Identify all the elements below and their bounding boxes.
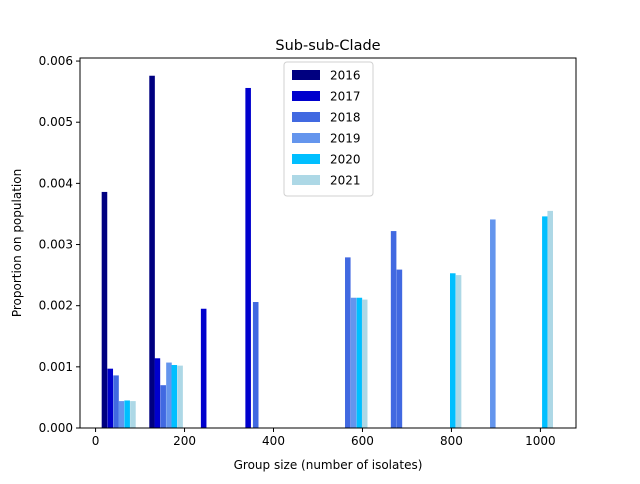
bar-2021-4 bbox=[547, 210, 553, 428]
y-axis: 0.000 0.001 0.002 0.003 0.004 0.005 0.006 bbox=[39, 54, 80, 435]
bar-2021-1 bbox=[177, 365, 183, 428]
legend-label-2020: 2020 bbox=[330, 153, 361, 167]
legend-label-2019: 2019 bbox=[330, 132, 361, 146]
chart-title: Sub-sub-Clade bbox=[275, 38, 380, 54]
legend-label-2021: 2021 bbox=[330, 174, 361, 188]
bar-2018-1 bbox=[160, 385, 166, 428]
y-tick-label: 0.003 bbox=[39, 238, 73, 252]
x-tick-label: 1000 bbox=[525, 434, 556, 448]
x-tick-label: 600 bbox=[351, 434, 374, 448]
bar-2018-5 bbox=[396, 269, 403, 428]
legend-swatch-2021 bbox=[292, 175, 320, 185]
y-tick-label: 0.000 bbox=[39, 421, 73, 435]
bar-2020-0 bbox=[124, 400, 130, 428]
bar-2017-1 bbox=[154, 358, 161, 428]
legend-swatch-2018 bbox=[292, 112, 320, 122]
bar-2020-3 bbox=[449, 273, 456, 428]
bar-2017-2 bbox=[200, 308, 207, 428]
y-tick-label: 0.001 bbox=[39, 360, 73, 374]
legend-label-2017: 2017 bbox=[330, 90, 361, 104]
y-tick-label: 0.005 bbox=[39, 115, 73, 129]
legend-swatch-2016 bbox=[292, 70, 320, 80]
y-tick-label: 0.004 bbox=[39, 176, 73, 190]
bar-2021-0 bbox=[130, 401, 136, 428]
bar-2019-0 bbox=[118, 401, 125, 428]
bar-2021-2 bbox=[361, 299, 368, 428]
bar-2021-3 bbox=[455, 275, 462, 428]
x-tick-label: 200 bbox=[173, 434, 196, 448]
bar-2019-3 bbox=[490, 219, 496, 428]
x-tick-label: 800 bbox=[440, 434, 463, 448]
plot-frame bbox=[79, 57, 577, 429]
legend-swatch-2017 bbox=[292, 91, 320, 101]
legend-label-2016: 2016 bbox=[330, 69, 361, 83]
legend-swatch-2019 bbox=[292, 133, 320, 143]
bar-2017-3 bbox=[245, 87, 251, 428]
bar-2019-2 bbox=[350, 297, 357, 428]
y-tick-label: 0.006 bbox=[39, 54, 73, 68]
bar-2020-2 bbox=[356, 297, 363, 428]
bar-2017-0 bbox=[107, 368, 114, 428]
bar-2020-4 bbox=[542, 216, 548, 428]
x-axis: 0 200 400 600 800 1000 bbox=[92, 428, 556, 448]
bar-2018-0 bbox=[113, 375, 119, 428]
legend-label-2018: 2018 bbox=[330, 111, 361, 125]
y-tick-label: 0.002 bbox=[39, 299, 73, 313]
x-axis-label: Group size (number of isolates) bbox=[234, 458, 423, 472]
x-tick-label: 0 bbox=[92, 434, 100, 448]
bar-2019-1 bbox=[166, 362, 172, 428]
x-tick-label: 400 bbox=[262, 434, 285, 448]
y-axis-label: Proportion on population bbox=[10, 169, 24, 317]
bar-2018-3 bbox=[345, 257, 351, 428]
legend: 2016 2017 2018 2019 2020 2021 bbox=[283, 61, 374, 197]
bar-2016-1 bbox=[149, 75, 155, 428]
bar-2018-4 bbox=[390, 231, 397, 428]
bar-2018-2 bbox=[252, 302, 259, 428]
bar-2020-1 bbox=[171, 365, 178, 428]
legend-swatch-2020 bbox=[292, 154, 320, 164]
bar-2016-0 bbox=[101, 191, 108, 428]
bars-layer bbox=[101, 75, 553, 428]
